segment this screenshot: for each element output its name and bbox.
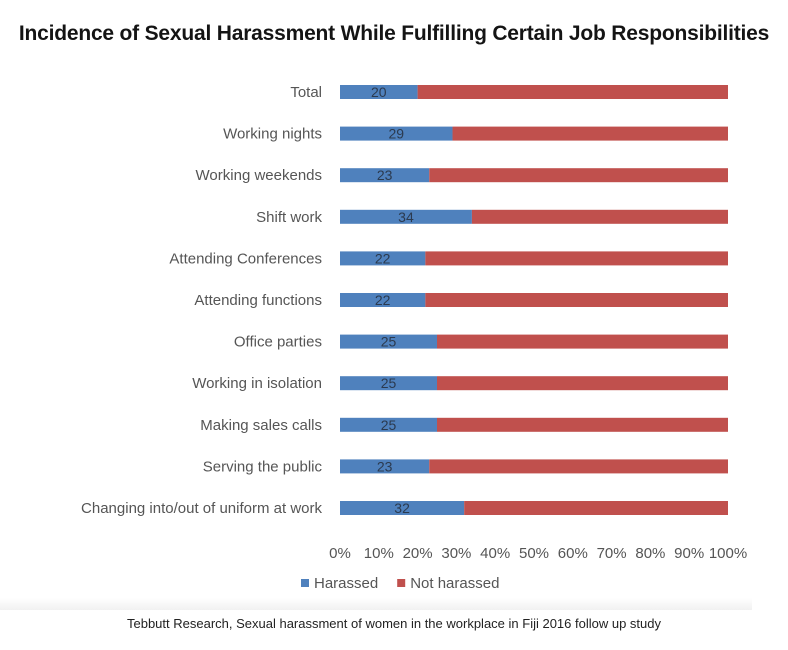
bar-harassed [340, 209, 472, 224]
category-label: Working in isolation [192, 375, 322, 392]
data-label: 22 [375, 250, 391, 266]
data-label: 29 [388, 126, 404, 142]
data-label: 25 [381, 417, 397, 433]
data-label: 22 [375, 292, 391, 308]
bar-not-harassed [429, 168, 728, 183]
bar-harassed [340, 417, 437, 432]
bar-not-harassed [417, 85, 728, 99]
bar-not-harassed [437, 334, 728, 349]
bar-not-harassed [452, 126, 728, 141]
x-tick-label: 10% [364, 545, 394, 562]
bar-harassed [340, 251, 426, 266]
category-label: Office parties [234, 334, 322, 351]
bar-harassed [340, 459, 430, 474]
x-tick-label: 70% [597, 545, 627, 562]
bar-not-harassed [471, 209, 728, 224]
bar-harassed [340, 293, 426, 307]
bar-not-harassed [464, 501, 728, 515]
x-tick-label: 0% [329, 545, 351, 562]
legend-swatch-not-harassed [397, 579, 406, 587]
data-label: 25 [381, 334, 397, 350]
bar-harassed [340, 126, 453, 141]
x-tick-label: 90% [674, 545, 704, 562]
x-tick-label: 40% [480, 545, 510, 562]
x-tick-label: 60% [558, 545, 588, 562]
category-label: Serving the public [203, 458, 323, 475]
bar-harassed [340, 376, 437, 391]
chart-canvas: Total 20 Working nights 29 Working weekends 2… [81, 84, 747, 592]
bar-harassed [340, 168, 430, 183]
data-label: 25 [381, 375, 397, 391]
category-label: Total [290, 84, 322, 101]
category-label: Attending functions [194, 292, 322, 309]
x-tick-label: 50% [519, 545, 549, 562]
bar-harassed [340, 501, 465, 515]
data-label: 23 [377, 458, 393, 474]
legend-label: Not harassed [410, 575, 499, 592]
data-label: 20 [371, 84, 387, 100]
footer-divider [0, 598, 752, 610]
category-label: Changing into/out of uniform at work [81, 500, 322, 517]
legend-label: Harassed [314, 575, 378, 592]
bar-not-harassed [437, 417, 728, 432]
x-tick-label: 80% [635, 545, 665, 562]
bar-harassed [340, 334, 437, 349]
bar-harassed [340, 85, 418, 99]
data-label: 32 [394, 500, 410, 516]
source-caption: Tebbutt Research, Sexual harassment of w… [126, 616, 661, 631]
category-label: Making sales calls [200, 417, 322, 434]
x-tick-label: 20% [403, 545, 433, 562]
category-label: Working nights [223, 126, 322, 143]
bar-not-harassed [429, 459, 728, 474]
category-label: Attending Conferences [169, 250, 322, 267]
legend-swatch-harassed [301, 579, 309, 587]
bar-not-harassed [425, 251, 728, 266]
x-tick-label: 30% [441, 545, 471, 562]
x-tick-label: 100% [709, 545, 747, 562]
bar-not-harassed [437, 376, 728, 391]
chart-title: Incidence of Sexual Harassment While Ful… [18, 22, 770, 45]
data-label: 23 [377, 167, 393, 183]
bar-not-harassed [425, 293, 728, 307]
category-label: Shift work [256, 209, 322, 226]
category-label: Working weekends [196, 167, 322, 184]
data-label: 34 [398, 209, 414, 225]
